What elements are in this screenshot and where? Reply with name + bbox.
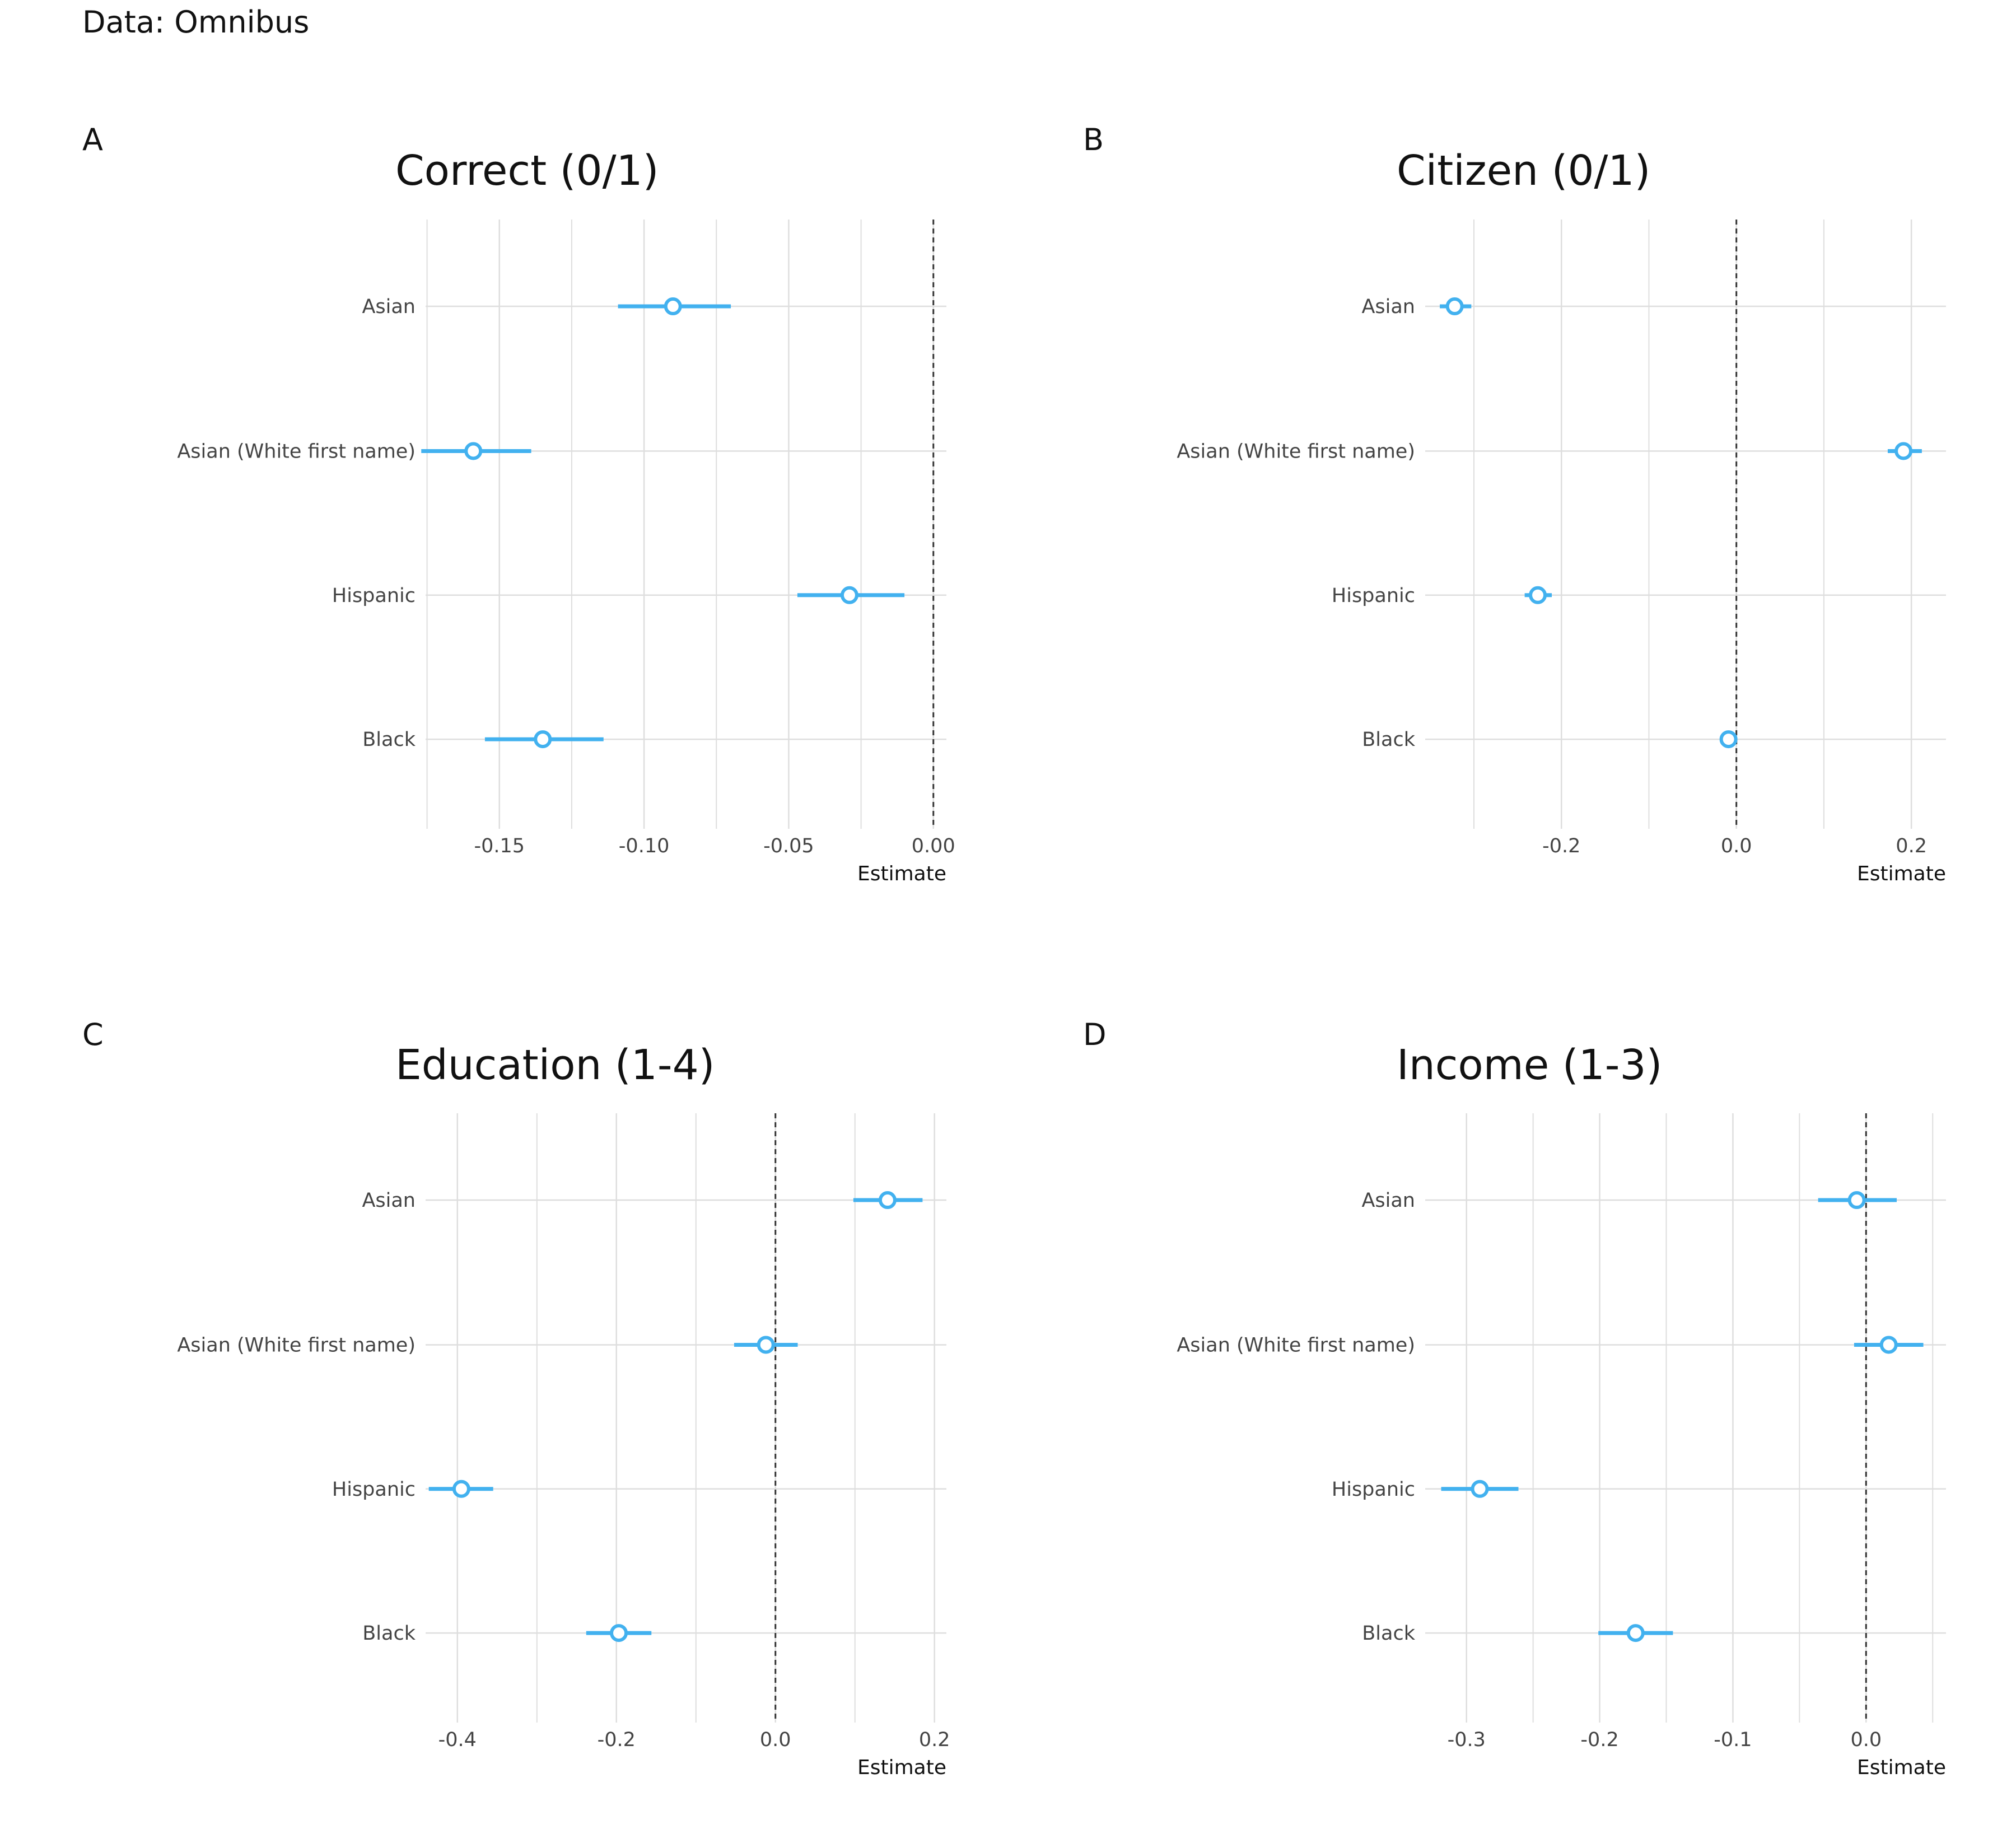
x-tick-label: 0.0 bbox=[1721, 835, 1752, 857]
x-axis-label: Estimate bbox=[857, 1756, 946, 1779]
y-tick-label: Asian (White first name) bbox=[177, 440, 416, 463]
estimate-point bbox=[1894, 442, 1913, 460]
y-tick-label: Black bbox=[1362, 1622, 1415, 1645]
estimate-point bbox=[1879, 1336, 1898, 1354]
x-axis-label: Estimate bbox=[1857, 862, 1946, 885]
estimate-point bbox=[610, 1624, 628, 1642]
y-tick-label: Asian bbox=[362, 296, 416, 318]
estimate-point bbox=[1847, 1191, 1866, 1210]
panel-title: Correct (0/1) bbox=[395, 147, 659, 195]
x-tick-label: 0.2 bbox=[1896, 835, 1927, 857]
estimate-point bbox=[1719, 730, 1738, 749]
y-tick-label: Asian (White first name) bbox=[1177, 440, 1415, 463]
panel-letter: C bbox=[82, 1017, 104, 1052]
x-tick-label: -0.05 bbox=[763, 835, 814, 857]
estimate-point bbox=[878, 1191, 897, 1210]
x-tick-label: -0.2 bbox=[598, 1729, 636, 1751]
estimate-point bbox=[840, 586, 858, 604]
panel-title: Citizen (0/1) bbox=[1397, 147, 1650, 195]
estimate-point bbox=[1626, 1624, 1645, 1642]
x-tick-label: -0.2 bbox=[1542, 835, 1580, 857]
y-tick-label: Asian (White first name) bbox=[177, 1334, 416, 1356]
figure-caption: Data: Omnibus bbox=[82, 4, 310, 40]
estimate-point bbox=[464, 442, 483, 460]
estimate-point bbox=[1445, 297, 1464, 316]
x-tick-label: 0.00 bbox=[912, 835, 955, 857]
x-axis-label: Estimate bbox=[1857, 1756, 1946, 1779]
y-tick-label: Hispanic bbox=[332, 1478, 416, 1501]
y-tick-label: Black bbox=[362, 729, 416, 751]
y-tick-label: Asian (White first name) bbox=[1177, 1334, 1415, 1356]
panel-title: Education (1-4) bbox=[395, 1041, 715, 1089]
x-tick-label: -0.4 bbox=[438, 1729, 477, 1751]
x-tick-label: -0.2 bbox=[1580, 1729, 1618, 1751]
estimate-point bbox=[664, 297, 682, 316]
x-tick-label: -0.1 bbox=[1714, 1729, 1752, 1751]
x-tick-label: 0.2 bbox=[919, 1729, 950, 1751]
panel-title: Income (1-3) bbox=[1397, 1041, 1662, 1089]
x-axis-label: Estimate bbox=[857, 862, 946, 885]
x-tick-label: 0.0 bbox=[1850, 1729, 1882, 1751]
estimate-point bbox=[757, 1336, 775, 1354]
estimate-point bbox=[534, 730, 552, 749]
x-tick-label: -0.10 bbox=[619, 835, 670, 857]
estimate-point bbox=[1529, 586, 1547, 604]
y-tick-label: Hispanic bbox=[1332, 1478, 1415, 1501]
y-tick-label: Black bbox=[1362, 729, 1415, 751]
estimate-point bbox=[1471, 1480, 1489, 1498]
y-tick-label: Asian bbox=[1361, 296, 1415, 318]
panel-letter: D bbox=[1083, 1017, 1107, 1052]
x-tick-label: -0.3 bbox=[1448, 1729, 1486, 1751]
x-tick-label: -0.15 bbox=[474, 835, 525, 857]
estimate-point bbox=[452, 1480, 470, 1498]
y-tick-label: Asian bbox=[1361, 1189, 1415, 1212]
panel-letter: B bbox=[1083, 122, 1104, 157]
y-tick-label: Hispanic bbox=[332, 585, 416, 607]
y-tick-label: Hispanic bbox=[1332, 585, 1415, 607]
y-tick-label: Black bbox=[362, 1622, 416, 1645]
y-tick-label: Asian bbox=[362, 1189, 416, 1212]
x-tick-label: 0.0 bbox=[760, 1729, 791, 1751]
panel-letter: A bbox=[82, 122, 103, 157]
